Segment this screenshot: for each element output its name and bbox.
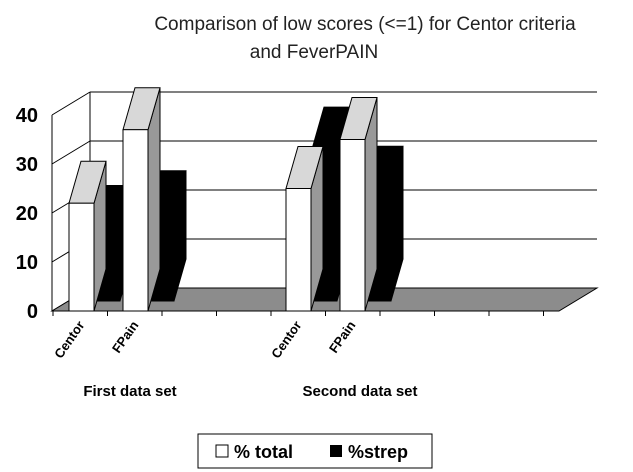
bar-total <box>68 160 107 312</box>
bar-total-front <box>68 202 95 312</box>
bar-total <box>122 87 161 312</box>
gridline-side <box>51 140 91 165</box>
y-tick-label: 20 <box>16 203 38 225</box>
bar-total <box>285 146 324 312</box>
plot-area <box>50 87 599 316</box>
gridline-side <box>51 91 91 116</box>
bar-total-front <box>285 188 312 312</box>
legend-box <box>197 433 433 469</box>
x-tick-label: Centor <box>268 318 304 361</box>
chart-title-line-1: Comparison of low scores (<=1) for Cento… <box>154 14 576 35</box>
chart-title-line-2: and FeverPAIN <box>250 42 378 63</box>
x-axis: Centor FPain Centor FPain <box>51 318 358 361</box>
group-label-second: Second data set <box>302 383 417 400</box>
x-tick-label: FPain <box>326 318 359 356</box>
y-tick-label: 30 <box>16 154 38 176</box>
bar-total-front <box>122 129 149 312</box>
legend-label-strep: %strep <box>348 442 408 462</box>
legend-swatch-total <box>215 444 229 458</box>
y-tick-label: 0 <box>27 301 38 323</box>
legend-swatch-strep <box>330 445 342 457</box>
bar-total-front <box>339 139 366 312</box>
x-tick-label: FPain <box>109 318 142 356</box>
group-label-first: First data set <box>83 383 176 400</box>
y-axis: 0 10 20 30 40 <box>16 105 38 323</box>
y-tick-label: 10 <box>16 252 38 274</box>
legend: % total %strep <box>197 433 433 469</box>
x-tick-label: Centor <box>51 318 87 361</box>
y-tick-label: 40 <box>16 105 38 127</box>
bar-total <box>339 97 378 312</box>
legend-label-total: % total <box>234 442 293 462</box>
